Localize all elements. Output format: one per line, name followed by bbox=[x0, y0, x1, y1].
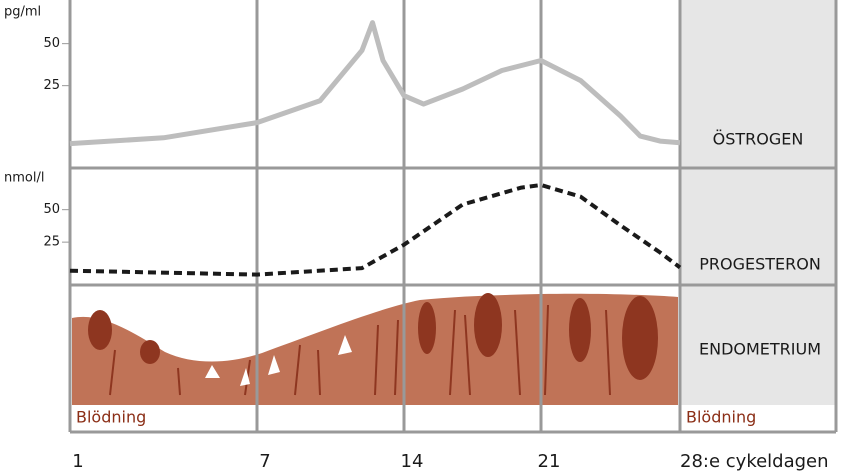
frame bbox=[70, 0, 838, 434]
y-tick-label: 25 bbox=[43, 235, 60, 250]
x-tick-label: 7 bbox=[259, 451, 270, 472]
x-tick-label: 1 bbox=[72, 451, 83, 472]
y-tick-label: 50 bbox=[43, 36, 60, 51]
bleeding-band bbox=[680, 405, 836, 432]
bleeding-label: Blödning bbox=[686, 408, 756, 427]
panel-label: ENDOMETRIUM bbox=[699, 340, 821, 359]
y-axis-label: nmol/l bbox=[4, 171, 44, 186]
y-axis-label: pg/ml bbox=[4, 5, 41, 20]
hormone-label: ÖSTROGEN bbox=[713, 130, 804, 149]
bleeding-band bbox=[72, 405, 678, 432]
x-tick-label: 28:e cykeldagen bbox=[680, 451, 829, 472]
y-tick-label: 50 bbox=[43, 202, 60, 217]
x-tick-label: 21 bbox=[538, 451, 561, 472]
bleeding-label: Blödning bbox=[76, 408, 146, 427]
series-line bbox=[69, 183, 682, 277]
endometrium-illustration bbox=[72, 293, 678, 405]
series-line bbox=[69, 20, 681, 147]
hormone-label: PROGESTERON bbox=[699, 255, 821, 274]
legend-column bbox=[680, 0, 836, 405]
y-tick-label: 25 bbox=[43, 78, 60, 93]
x-tick-label: 14 bbox=[401, 451, 424, 472]
